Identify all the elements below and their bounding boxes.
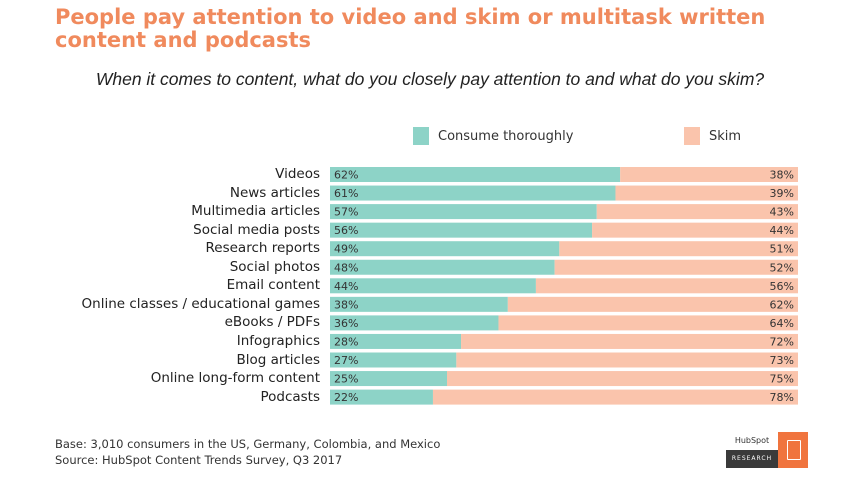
value-label-skim-multimedia-articles: 43% <box>770 206 794 219</box>
bar-consume-research-reports <box>330 241 560 257</box>
value-label-skim-blog-articles: 73% <box>770 354 794 367</box>
value-label-consume-social-photos: 48% <box>334 261 358 274</box>
category-label-ebooks-pdfs: eBooks / PDFs <box>224 314 320 331</box>
category-label-podcasts: Podcasts <box>260 388 320 405</box>
bar-skim-online-long-form-content <box>447 371 798 387</box>
footer-base: Base: 3,010 consumers in the US, Germany… <box>55 437 441 451</box>
value-label-consume-online-classes-educational-games: 38% <box>334 298 358 311</box>
bar-skim-multimedia-articles <box>596 204 798 220</box>
legend-swatch-skim <box>684 127 700 145</box>
bar-consume-online-long-form-content <box>330 371 447 387</box>
value-label-skim-email-content: 56% <box>770 280 794 293</box>
value-label-skim-ebooks-pdfs: 64% <box>770 317 794 330</box>
value-label-consume-research-reports: 49% <box>334 243 358 256</box>
value-label-skim-podcasts: 78% <box>770 391 794 404</box>
bar-consume-videos <box>330 167 621 182</box>
category-label-online-long-form-content: Online long-form content <box>150 370 320 387</box>
bar-skim-social-media-posts <box>592 222 798 238</box>
category-label-videos: Videos <box>275 166 320 182</box>
bar-consume-blog-articles <box>330 352 457 368</box>
bar-skim-ebooks-pdfs <box>498 315 798 331</box>
value-label-consume-news-articles: 61% <box>334 187 358 200</box>
value-label-skim-social-photos: 52% <box>770 261 794 274</box>
category-label-online-classes-educational-games: Online classes / educational games <box>81 295 320 312</box>
logo-text-box: HubSpot RESEARCH <box>726 432 778 468</box>
bar-consume-multimedia-articles <box>330 204 597 220</box>
headline: People pay attention to video and skim o… <box>55 5 766 52</box>
bar-consume-social-media-posts <box>330 222 593 238</box>
value-label-skim-infographics: 72% <box>770 335 794 348</box>
value-label-consume-videos: 62% <box>334 169 358 182</box>
footer-source: Source: HubSpot Content Trends Survey, Q… <box>55 453 343 467</box>
value-label-consume-ebooks-pdfs: 36% <box>334 317 358 330</box>
bar-consume-infographics <box>330 333 462 349</box>
bar-consume-social-photos <box>330 259 555 275</box>
legend-label-consume: Consume thoroughly <box>438 128 574 144</box>
value-label-consume-social-media-posts: 56% <box>334 224 358 237</box>
value-label-consume-infographics: 28% <box>334 335 358 348</box>
category-label-infographics: Infographics <box>236 332 320 349</box>
legend-item-consume: Consume thoroughly <box>413 126 573 146</box>
bar-consume-news-articles <box>330 185 616 201</box>
value-label-consume-online-long-form-content: 25% <box>334 373 358 386</box>
category-label-blog-articles: Blog articles <box>236 351 320 368</box>
legend-label-skim: Skim <box>709 128 742 144</box>
document-icon <box>778 432 808 468</box>
category-label-news-articles: News articles <box>229 184 320 201</box>
bar-skim-email-content <box>535 278 798 294</box>
value-label-skim-social-media-posts: 44% <box>770 224 794 237</box>
logo-tag: RESEARCH <box>726 450 778 468</box>
category-label-multimedia-articles: Multimedia articles <box>191 203 320 220</box>
logo-brand: HubSpot <box>726 432 778 450</box>
value-label-consume-podcasts: 22% <box>334 391 358 404</box>
bar-consume-podcasts <box>330 389 433 405</box>
bar-consume-online-classes-educational-games <box>330 296 508 312</box>
category-label-email-content: Email content <box>226 277 320 294</box>
bar-skim-news-articles <box>615 185 798 201</box>
value-label-skim-online-classes-educational-games: 62% <box>770 298 794 311</box>
value-label-consume-multimedia-articles: 57% <box>334 206 358 219</box>
bar-skim-online-classes-educational-games <box>507 296 798 312</box>
bar-skim-social-photos <box>554 259 798 275</box>
category-label-social-media-posts: Social media posts <box>193 221 320 238</box>
hubspot-research-logo: HubSpot RESEARCH <box>726 432 808 468</box>
bar-consume-ebooks-pdfs <box>330 315 499 331</box>
bar-skim-infographics <box>461 333 798 349</box>
value-label-skim-news-articles: 39% <box>770 187 794 200</box>
bar-skim-blog-articles <box>456 352 798 368</box>
chart-title: When it comes to content, what do you cl… <box>95 69 765 89</box>
category-label-social-photos: Social photos <box>229 258 320 275</box>
value-label-skim-videos: 38% <box>770 169 794 182</box>
value-label-consume-blog-articles: 27% <box>334 354 358 367</box>
value-label-skim-online-long-form-content: 75% <box>770 373 794 386</box>
value-label-skim-research-reports: 51% <box>770 243 794 256</box>
bar-consume-email-content <box>330 278 536 294</box>
bar-skim-podcasts <box>432 389 798 405</box>
bar-skim-research-reports <box>559 241 798 257</box>
bar-skim-videos <box>620 167 798 182</box>
legend-swatch-consume <box>413 127 429 145</box>
value-label-consume-email-content: 44% <box>334 280 358 293</box>
category-label-research-reports: Research reports <box>205 240 320 257</box>
legend-item-skim: Skim <box>684 126 741 146</box>
